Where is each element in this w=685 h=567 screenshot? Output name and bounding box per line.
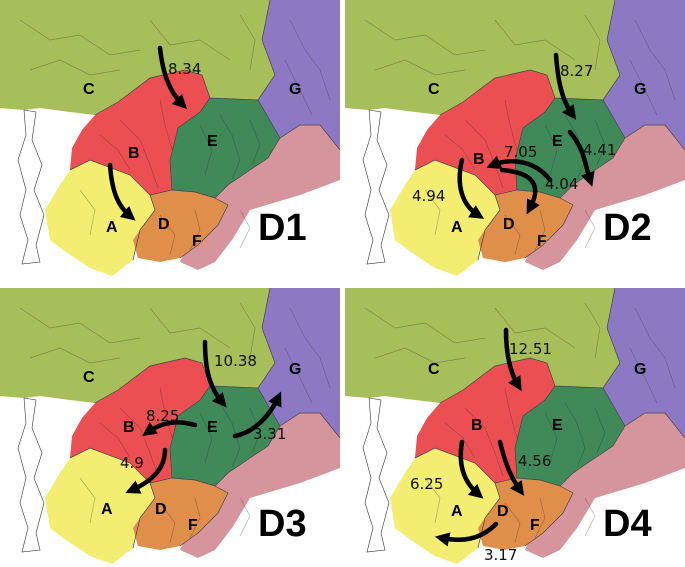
region-label-d: D [497,503,509,520]
panel-d1: C B A D E F G 8.34 D1 [0,0,341,277]
region-label-e: E [207,419,218,436]
region-label-a: A [101,501,113,518]
region-label-f: F [537,233,547,250]
flow-value: 8.34 [168,60,201,78]
region-label-b: B [123,419,135,436]
region-label-d: D [158,216,170,233]
flow-arrow [232,391,282,439]
region-label-a: A [451,503,463,520]
region-label-g: G [289,361,301,378]
region-label-a: A [106,219,118,236]
flow-arrow [142,420,198,437]
panel-d2: C B A D E F G 8.27 4.41 7.05 4.04 4.94 D… [344,0,685,277]
region-label-e: E [207,133,218,150]
region-label-d: D [155,501,167,518]
panel-d3: C B A D E F G 10.38 8.25 3.31 4.9 D3 [0,287,341,565]
region-label-e: E [552,417,563,434]
flow-value: 12.51 [509,340,552,358]
region-label-b: B [128,145,140,162]
panel-d4: C B A D E F G 12.51 6.25 4.56 3.17 D4 [344,287,685,565]
flow-value: 4.41 [583,141,616,159]
region-label-g: G [634,361,646,378]
flow-arrow [499,167,540,215]
flow-arrow [202,339,227,408]
panel-label: D4 [603,503,652,545]
flow-arrow [125,447,168,494]
region-label-a: A [451,219,463,236]
region-label-c: C [83,81,95,98]
region-label-b: B [473,151,485,168]
flow-arrow [434,521,499,547]
flow-arrow [486,155,553,183]
flow-value: 3.31 [253,425,286,443]
flow-value: 10.38 [214,352,257,370]
flow-value: 6.25 [410,475,443,493]
region-label-b: B [471,417,483,434]
region-label-d: D [503,216,515,233]
region-label-g: G [634,81,646,98]
flow-value: 3.17 [484,546,517,564]
region-label-c: C [428,361,440,378]
region-label-f: F [188,517,198,534]
region-label-c: C [428,81,440,98]
flow-arrow [503,327,522,392]
region-label-f: F [530,517,540,534]
flow-arrow [567,129,595,187]
region-label-g: G [289,81,301,98]
flow-arrow [107,162,136,221]
region-label-f: F [192,233,202,250]
flow-value: 4.94 [412,187,445,205]
flow-arrow [553,52,577,120]
flow-arrow [457,157,485,219]
flow-value: 4.9 [120,454,144,472]
panel-label: D3 [258,503,307,545]
flow-value: 4.56 [518,452,551,470]
flow-value: 7.05 [504,143,537,161]
flow-arrow [497,439,525,496]
flow-value: 4.04 [545,175,578,193]
flow-value: 8.27 [560,62,593,80]
panel-label: D2 [603,207,652,249]
flow-arrow [458,439,484,499]
flow-value: 8.25 [146,407,179,425]
panel-label: D1 [258,207,307,249]
region-label-e: E [552,133,563,150]
region-label-c: C [83,369,95,386]
flow-arrow [157,45,188,110]
